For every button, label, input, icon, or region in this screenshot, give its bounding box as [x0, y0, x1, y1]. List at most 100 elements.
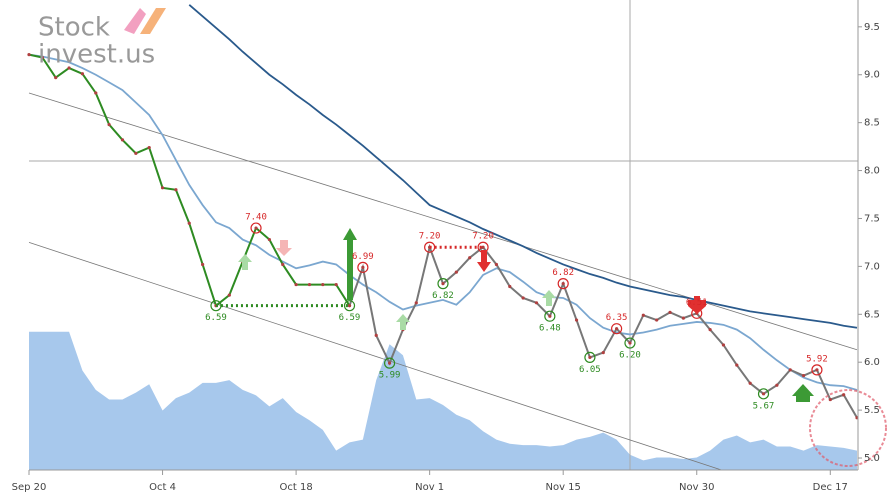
point — [588, 355, 592, 360]
point — [668, 310, 672, 314]
pivot-label: 6.48 — [539, 324, 561, 334]
point — [775, 383, 779, 387]
y-tick-label: 5.5 — [864, 405, 880, 416]
point — [481, 245, 485, 249]
arrow-up-faded — [238, 254, 252, 270]
y-tick-label: 6.5 — [864, 309, 880, 320]
point — [628, 341, 632, 345]
pivot-label: 5.99 — [379, 371, 401, 381]
pivot — [811, 364, 823, 376]
y-tick-label: 9.0 — [864, 70, 880, 81]
arrow-down — [477, 250, 491, 272]
logo-mark — [124, 8, 146, 34]
x-tick-label: Nov 30 — [679, 482, 714, 493]
point — [534, 301, 539, 305]
line — [348, 243, 858, 419]
point — [334, 282, 338, 287]
arrow-down — [688, 296, 706, 314]
pivot — [557, 278, 569, 290]
x-tick-label: Sep 20 — [12, 482, 47, 493]
point — [147, 145, 151, 150]
pivot-label: 6.05 — [579, 365, 601, 375]
point — [815, 368, 819, 372]
point — [842, 393, 846, 397]
point — [561, 282, 565, 286]
pivot-label: 7.20 — [419, 232, 441, 242]
point — [120, 138, 125, 142]
point — [134, 151, 138, 155]
point — [54, 76, 58, 80]
point — [387, 361, 392, 365]
arrows — [238, 228, 814, 402]
arrow-up — [343, 228, 357, 300]
point — [521, 296, 525, 300]
point — [441, 282, 445, 286]
trend-line — [28, 242, 723, 470]
point — [468, 256, 472, 260]
point — [788, 368, 792, 372]
y-tick-label: 8.5 — [864, 118, 880, 129]
pivot-label: 6.82 — [552, 268, 574, 278]
x-tick-label: Nov 1 — [415, 482, 444, 493]
arrow-down-faded — [276, 240, 292, 256]
plot — [27, 4, 858, 470]
point — [708, 328, 712, 332]
logo: Stock invest.us — [38, 8, 166, 70]
pivot-label: 5.92 — [806, 354, 828, 364]
y-tick-label: 6.0 — [864, 357, 880, 368]
point — [655, 318, 659, 322]
pivot — [383, 357, 396, 369]
x-tick-label: Dec 17 — [813, 482, 848, 493]
point — [548, 314, 552, 318]
point — [321, 282, 325, 287]
pivot-label: 6.51 — [686, 298, 708, 308]
pivot — [424, 241, 436, 253]
point — [281, 262, 285, 267]
y-tick-label: 9.5 — [864, 22, 880, 33]
point — [27, 53, 31, 57]
point — [160, 186, 165, 190]
line — [188, 4, 858, 329]
point — [828, 397, 832, 402]
point — [201, 262, 205, 267]
pivot-label: 7.40 — [245, 213, 267, 223]
point — [855, 416, 858, 420]
arrow-up-faded — [396, 314, 410, 330]
pivot — [757, 388, 770, 400]
point — [601, 351, 605, 355]
trend-line — [28, 92, 858, 351]
line — [28, 53, 858, 391]
point — [361, 265, 365, 269]
pivot-label: 6.59 — [205, 313, 227, 323]
pivot-label: 6.82 — [432, 291, 454, 301]
pivot — [611, 323, 623, 335]
pivot — [357, 261, 369, 273]
pivot — [544, 310, 556, 322]
point — [347, 304, 352, 308]
point — [801, 374, 806, 378]
point — [454, 270, 458, 274]
x-tick-label: Nov 15 — [545, 482, 580, 493]
point — [174, 188, 178, 192]
y-tick-label: 7.0 — [864, 261, 880, 272]
point — [414, 301, 418, 305]
point — [508, 284, 512, 289]
pivot — [250, 222, 262, 234]
pivot — [624, 337, 636, 349]
pivot — [584, 351, 596, 364]
point — [94, 91, 98, 95]
point — [40, 55, 44, 60]
point — [80, 72, 85, 76]
point — [67, 66, 71, 70]
x-tick-label: Oct 18 — [279, 482, 312, 493]
point — [494, 262, 499, 267]
point — [761, 392, 766, 396]
point — [615, 327, 619, 331]
point — [574, 318, 579, 322]
y-tick-label: 8.0 — [864, 166, 880, 177]
arrow-up-faded — [542, 290, 556, 306]
pivot-label: 7.20 — [472, 232, 494, 242]
highlight-circle — [809, 389, 887, 467]
y-tick-label: 7.5 — [864, 213, 880, 224]
